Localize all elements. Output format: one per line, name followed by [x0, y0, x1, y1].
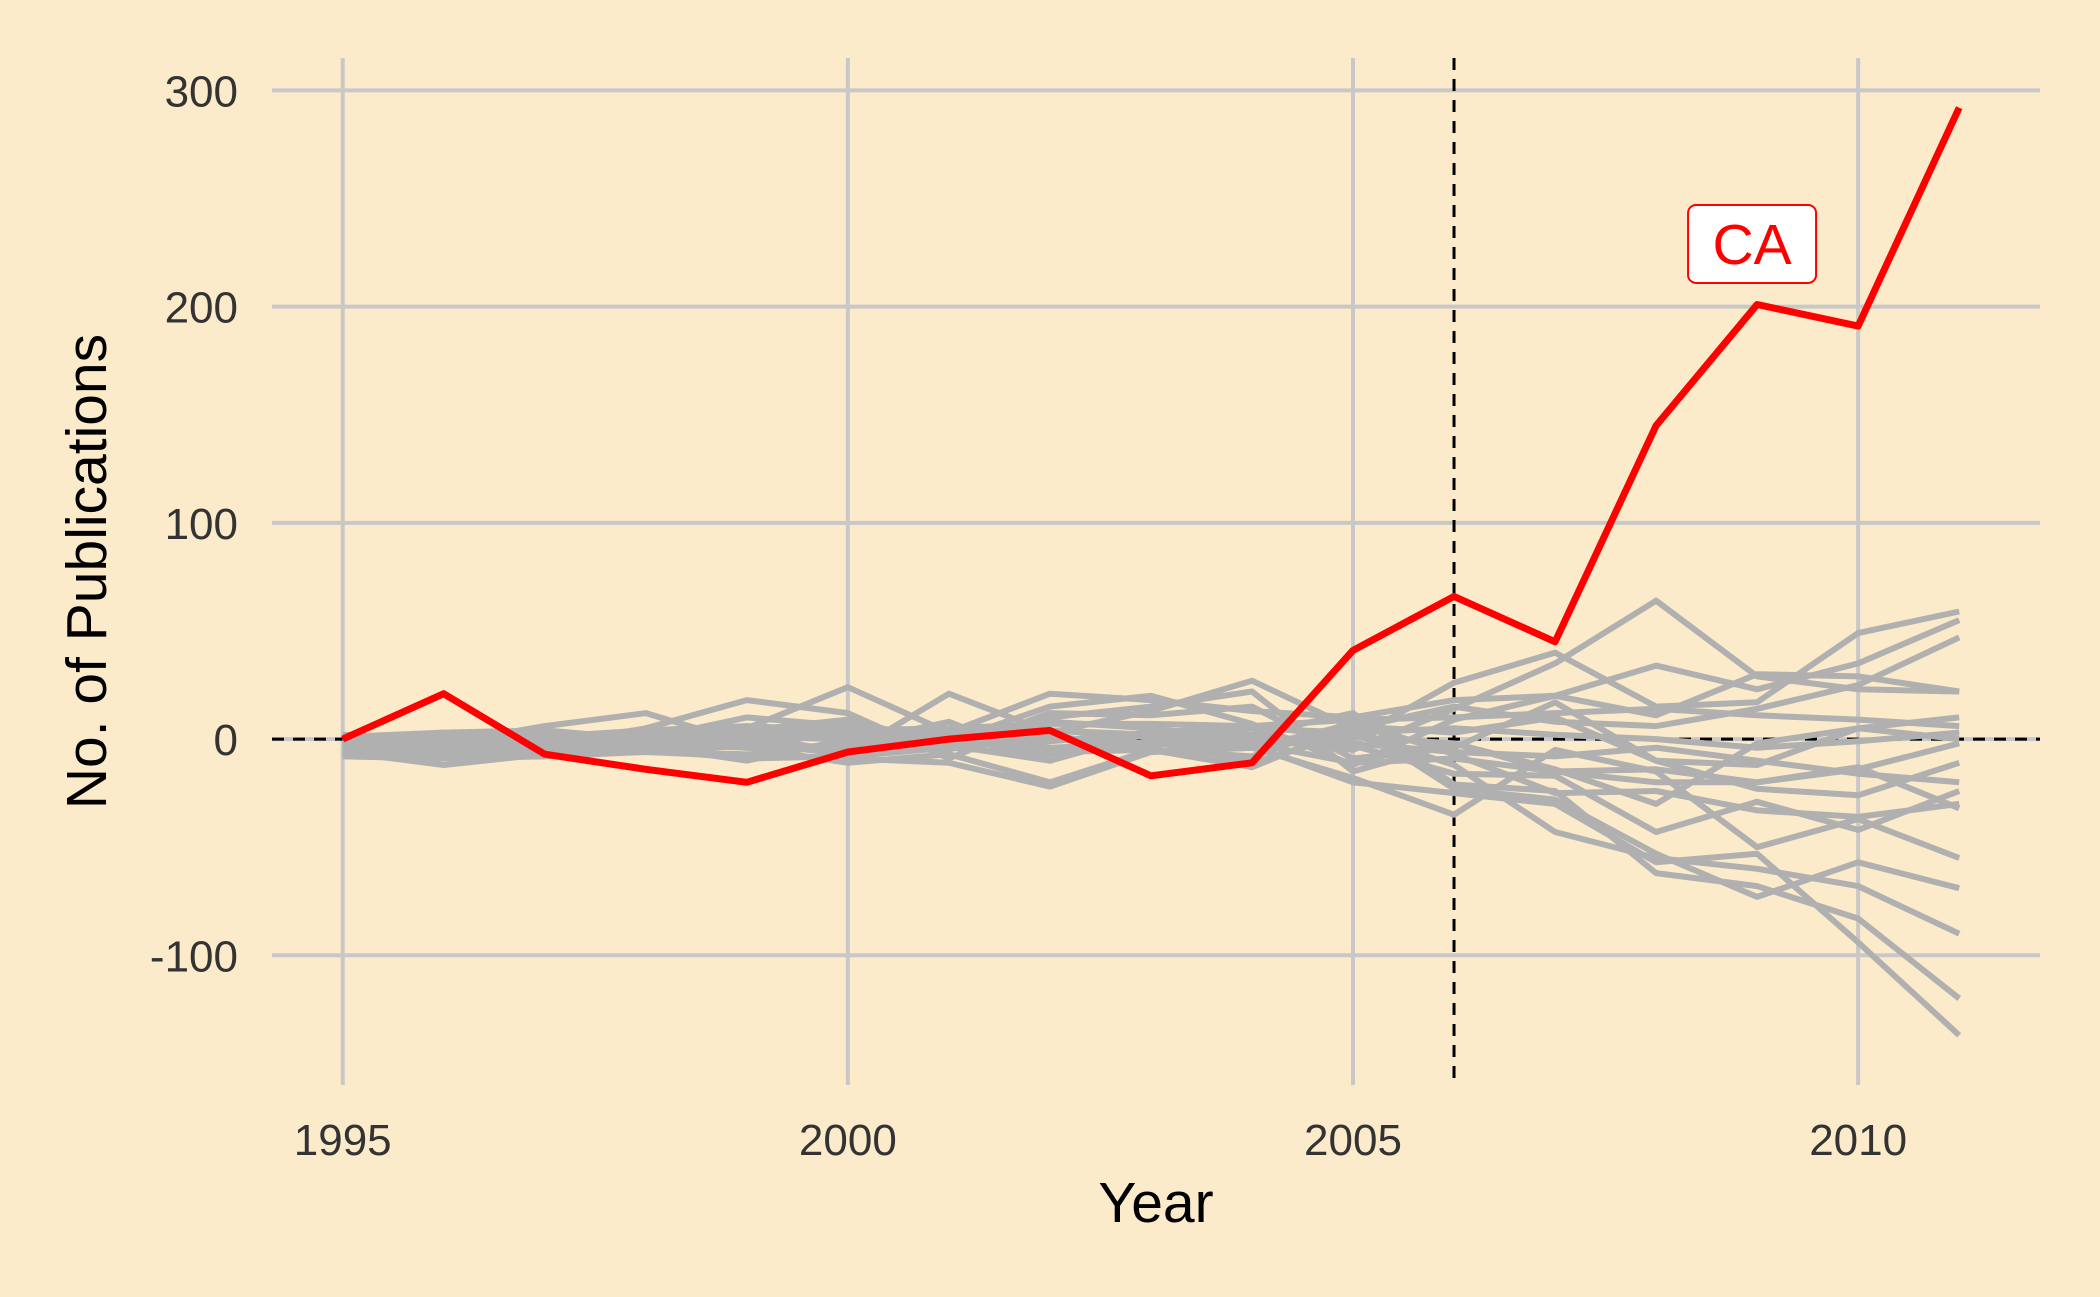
y-tick-label: -100: [150, 932, 238, 981]
highlight-series: [341, 106, 1963, 786]
annotation-label: CA: [1712, 213, 1791, 277]
x-tick-label: 2010: [1809, 1116, 1907, 1165]
y-tick-label: 100: [165, 500, 238, 549]
series-line: [342, 725, 1960, 751]
y-tick-label: 200: [165, 284, 238, 333]
series-line: [342, 634, 1961, 758]
y-tick-label: 300: [165, 67, 238, 116]
y-axis-title: No. of Publications: [55, 334, 119, 809]
series-lines: [342, 597, 1962, 1038]
x-tick-label: 1995: [294, 1116, 392, 1165]
series-line: [342, 705, 1960, 743]
annotation-box: [1687, 203, 1818, 284]
annotations: CA: [1687, 203, 1818, 284]
y-tick-label: 0: [214, 716, 238, 765]
x-axis-title: Year: [1098, 1171, 1213, 1235]
series-line: [342, 733, 1960, 786]
x-tick-label: 2000: [799, 1116, 897, 1165]
x-tick-label: 2005: [1304, 1116, 1402, 1165]
highlight-series-line: [341, 106, 1963, 786]
tick-labels: 1995 2000 2005 2010 -100 0 100 200 300: [150, 67, 1907, 1165]
